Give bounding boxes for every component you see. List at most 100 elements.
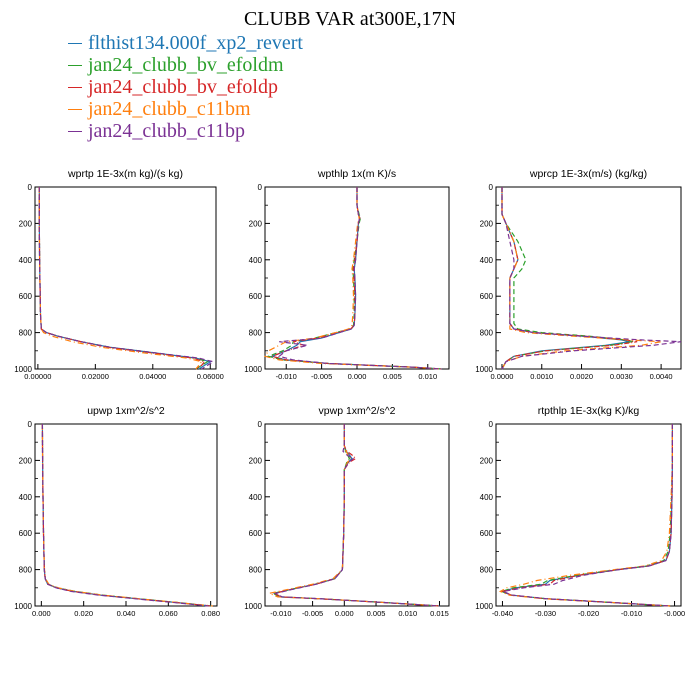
series-line [41, 423, 211, 607]
y-tick-label: 1000 [14, 602, 32, 611]
legend-label: flthist134.000f_xp2_revert [88, 32, 303, 54]
x-tick-label: 0.000 [32, 609, 51, 618]
y-tick-label: 400 [19, 493, 33, 502]
legend-label: jan24_clubb_bv_efoldm [88, 54, 284, 76]
legend-swatch [68, 108, 82, 110]
legend-swatch [68, 130, 82, 132]
y-tick-label: 200 [480, 219, 494, 228]
legend-label: jan24_clubb_bv_efoldp [88, 76, 278, 98]
x-tick-label: -0.020 [578, 609, 599, 618]
series-line [277, 187, 442, 370]
y-tick-label: 600 [19, 529, 33, 538]
x-tick-label: 0.010 [418, 372, 437, 381]
y-tick-label: 200 [480, 456, 494, 465]
y-tick-label: 800 [480, 566, 494, 575]
series-line [41, 423, 213, 607]
series-line [267, 424, 440, 607]
x-tick-label: 0.0020 [570, 372, 593, 381]
series-line [501, 187, 630, 370]
y-tick-label: 400 [19, 256, 33, 265]
y-tick-label: 200 [249, 219, 263, 228]
subplot-title: upwp 1xm^2/s^2 [87, 405, 165, 417]
series-line [498, 424, 674, 607]
y-tick-label: 1000 [14, 365, 32, 374]
y-tick-label: 600 [480, 292, 494, 301]
x-tick-label: -0.010 [621, 609, 642, 618]
series-line [264, 187, 442, 370]
y-tick-label: 0 [28, 420, 33, 429]
legend: flthist134.000f_xp2_revert jan24_clubb_b… [68, 32, 303, 142]
y-tick-label: 0 [258, 420, 263, 429]
y-tick-label: 600 [249, 529, 263, 538]
y-tick-label: 400 [249, 256, 263, 265]
legend-swatch [68, 86, 82, 88]
x-tick-label: -0.010 [276, 372, 297, 381]
y-tick-label: 600 [480, 529, 494, 538]
x-tick-label: 0.010 [398, 609, 417, 618]
legend-item: jan24_clubb_bv_efoldp [68, 76, 303, 98]
plot-frame [264, 186, 450, 370]
y-tick-label: 600 [19, 292, 33, 301]
series-line [41, 423, 211, 607]
legend-swatch [68, 42, 82, 44]
series-line [500, 424, 674, 607]
subplot-title: vpwp 1xm^2/s^2 [319, 405, 396, 417]
y-tick-label: 400 [249, 493, 263, 502]
y-tick-label: 0 [489, 420, 494, 429]
y-tick-label: 0 [28, 183, 33, 192]
y-tick-label: 800 [19, 566, 33, 575]
y-tick-label: 0 [258, 183, 263, 192]
series-line [38, 187, 212, 370]
plot-frame [34, 423, 218, 607]
series-line [41, 423, 211, 607]
x-tick-label: 0.0010 [530, 372, 553, 381]
y-tick-label: 1000 [475, 365, 493, 374]
legend-label: jan24_clubb_c11bm [88, 98, 251, 120]
x-tick-label: 0.04000 [139, 372, 166, 381]
series-line [41, 423, 209, 607]
series-line [499, 424, 674, 607]
legend-swatch [68, 64, 82, 66]
x-tick-label: -0.010 [270, 609, 291, 618]
x-tick-label: 0.005 [367, 609, 386, 618]
subplot-title: wprtp 1E-3x(m kg)/(s kg) [67, 168, 183, 180]
x-tick-label: 0.000 [348, 372, 367, 381]
x-tick-label: 0.06000 [197, 372, 224, 381]
x-tick-label: 0.00000 [24, 372, 51, 381]
x-tick-label: 0.015 [430, 609, 449, 618]
y-tick-label: 800 [480, 329, 494, 338]
y-tick-label: 1000 [475, 602, 493, 611]
series-line [38, 187, 203, 370]
legend-item: jan24_clubb_c11bm [68, 98, 303, 120]
y-tick-label: 800 [19, 329, 33, 338]
x-tick-label: 0.02000 [82, 372, 109, 381]
plot-frame [264, 423, 450, 607]
x-tick-label: -0.005 [302, 609, 323, 618]
y-tick-label: 800 [249, 329, 263, 338]
subplot: wprtp 1E-3x(m kg)/(s kg) 0 200 400 600 800 100… [14, 168, 224, 381]
plot-frame [495, 423, 682, 607]
legend-label: jan24_clubb_c11bp [88, 120, 246, 142]
y-tick-label: 1000 [244, 602, 262, 611]
x-tick-label: 0.0040 [650, 372, 673, 381]
plot-frame [34, 186, 217, 370]
x-tick-label: 0.080 [201, 609, 220, 618]
series-line [501, 187, 634, 370]
x-tick-label: -0.000 [664, 609, 685, 618]
series-line [270, 187, 442, 370]
y-tick-label: 400 [480, 256, 494, 265]
x-tick-label: 0.020 [74, 609, 93, 618]
x-tick-label: -0.005 [311, 372, 332, 381]
y-tick-label: 200 [19, 219, 33, 228]
x-tick-label: 0.005 [383, 372, 402, 381]
subplot: rtpthlp 1E-3x(kg K)/kg02004006008001000-… [475, 405, 685, 618]
series-line [38, 187, 209, 370]
series-line [274, 424, 440, 607]
legend-item: flthist134.000f_xp2_revert [68, 32, 303, 54]
x-tick-label: -0.040 [492, 609, 513, 618]
x-tick-label: 0.000 [335, 609, 354, 618]
series-line [271, 424, 440, 607]
series-line [501, 187, 638, 370]
